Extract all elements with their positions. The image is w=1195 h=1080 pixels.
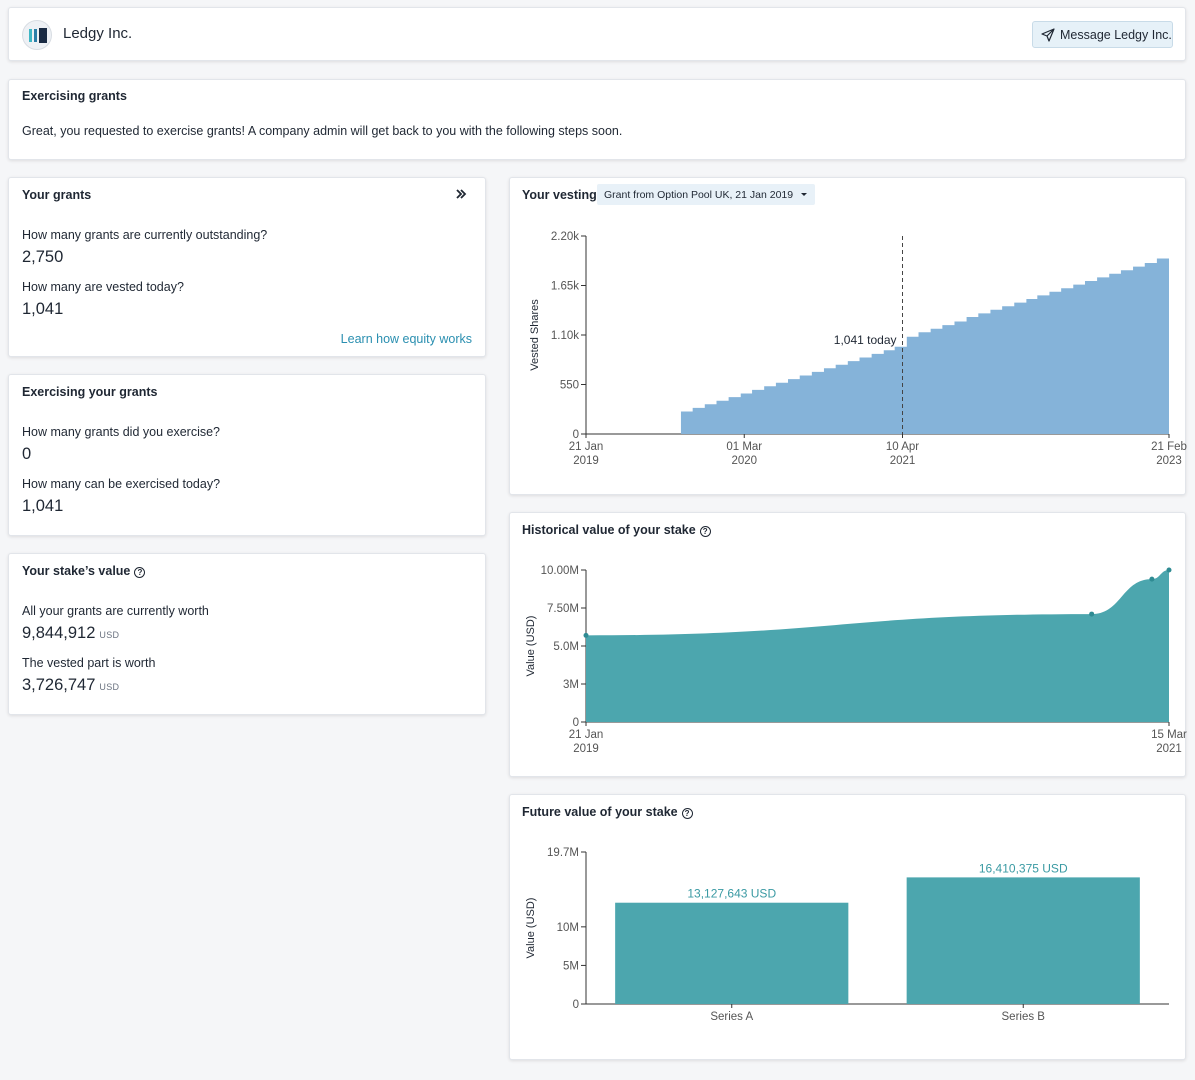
y-tick-label: 0 <box>573 999 579 1011</box>
message-button-label: Message Ledgy Inc. <box>1060 27 1172 42</box>
y-tick-label: 1.10k <box>551 330 579 342</box>
historical-chart: 10.00M 7.50M 5.0M 3M 0 Value (USD) 21 Jan 2019 1… <box>525 565 1187 755</box>
historical-title-text: Historical value of your stake <box>522 523 696 537</box>
vesting-area <box>680 254 1169 434</box>
stake-value-card: Your stake’s value? All your grants are … <box>8 553 486 715</box>
message-company-button[interactable]: Message Ledgy Inc. <box>1032 21 1173 48</box>
vested-worth-row: 3,726,747 USD <box>22 676 119 695</box>
double-chevron-right-icon[interactable] <box>455 187 467 201</box>
y-tick-label: 550 <box>560 380 579 392</box>
future-bar <box>906 877 1140 1004</box>
y-axis-label: Value (USD) <box>525 616 537 677</box>
caret-down-icon <box>801 193 808 196</box>
x-tick-label: 2023 <box>1156 455 1182 467</box>
y-axis-label: Vested Shares <box>529 299 541 371</box>
grant-select-value: Grant from Option Pool UK, 21 Jan 2019 <box>604 188 794 201</box>
x-tick-label: 21 Feb <box>1151 441 1187 453</box>
x-tick-label: 01 Mar <box>726 441 762 453</box>
stake-title-text: Your stake’s value <box>22 564 131 578</box>
exercisable-question: How many can be exercised today? <box>22 477 221 491</box>
bar-value-label: 16,410,375 USD <box>979 861 1068 875</box>
future-title: Future value of your stake? <box>522 805 693 819</box>
header-bar: Ledgy Inc. Message Ledgy Inc. <box>8 7 1186 61</box>
currency-label: USD <box>99 630 120 640</box>
help-icon[interactable]: ? <box>134 567 146 578</box>
y-tick-label: 10M <box>557 922 579 934</box>
bar-value-label: 13,127,643 USD <box>687 887 776 901</box>
x-tick-label: Series A <box>710 1011 753 1023</box>
x-tick-label: Series B <box>1002 1011 1046 1023</box>
historical-title: Historical value of your stake? <box>522 523 711 537</box>
y-tick-label: 5.0M <box>553 641 579 653</box>
stake-title: Your stake’s value? <box>22 564 146 578</box>
grant-select-dropdown[interactable]: Grant from Option Pool UK, 21 Jan 2019 <box>597 184 816 205</box>
x-tick-label: 21 Jan <box>569 441 604 453</box>
future-chart: 19.7M 10M 5M 0 Value (USD) 13,127,643 USD Seri… <box>525 847 1169 1023</box>
vesting-chart: 2.20k 1.65k 1.10k 550 0 Vested Shares 21 Jan 20… <box>529 231 1187 467</box>
exercisable-value: 1,041 <box>22 497 64 515</box>
grants-outstanding-question: How many grants are currently outstandin… <box>22 228 268 242</box>
x-tick-label: 2020 <box>731 455 757 467</box>
x-tick-label: 10 Apr <box>886 441 919 453</box>
historical-point <box>1089 611 1095 617</box>
historical-area <box>586 570 1169 722</box>
company-logo <box>22 20 52 50</box>
x-tick-label: 2021 <box>890 455 916 467</box>
y-tick-label: 5M <box>563 960 579 972</box>
future-chart-card: Future value of your stake? 19.7M 10M 5M 0 V… <box>509 794 1186 1060</box>
historical-chart-card: Historical value of your stake? 10.00M 7.… <box>509 512 1187 777</box>
today-marker-label: 1,041 today <box>834 333 897 347</box>
exercising-title: Exercising your grants <box>22 385 158 399</box>
exercised-value: 0 <box>22 445 32 463</box>
total-worth-row: 9,844,912 USD <box>22 624 119 643</box>
future-bar <box>615 902 849 1004</box>
vesting-title: Your vesting <box>522 188 597 202</box>
total-worth-value: 9,844,912 <box>22 624 96 642</box>
exercising-grants-card: Exercising your grants How many grants d… <box>8 374 486 536</box>
help-icon[interactable]: ? <box>699 526 711 537</box>
y-axis-label: Value (USD) <box>525 898 537 959</box>
y-tick-label: 2.20k <box>551 231 579 243</box>
historical-point <box>1166 567 1172 573</box>
y-tick-label: 7.50M <box>547 603 579 615</box>
y-tick-label: 10.00M <box>541 565 579 577</box>
currency-label: USD <box>99 682 120 692</box>
learn-equity-link[interactable]: Learn how equity works <box>340 332 472 346</box>
vested-worth-question: The vested part is worth <box>22 656 156 670</box>
y-tick-label: 19.7M <box>547 847 579 859</box>
company-name: Ledgy Inc. <box>63 25 133 42</box>
historical-point <box>583 632 589 638</box>
future-title-text: Future value of your stake <box>522 805 678 819</box>
help-icon[interactable]: ? <box>681 808 693 819</box>
x-tick-label: 2019 <box>573 455 599 467</box>
exercised-question: How many grants did you exercise? <box>22 425 221 439</box>
y-tick-label: 0 <box>573 429 579 441</box>
x-tick-label: 21 Jan <box>569 729 604 741</box>
x-tick-label: 2021 <box>1156 743 1182 755</box>
y-tick-label: 1.65k <box>551 281 579 293</box>
grants-vested-question: How many are vested today? <box>22 280 184 294</box>
x-tick-label: 15 Mar <box>1151 729 1187 741</box>
y-tick-label: 3M <box>563 679 579 691</box>
total-worth-question: All your grants are currently worth <box>22 604 209 618</box>
historical-point <box>1149 576 1155 582</box>
vested-worth-value: 3,726,747 <box>22 676 96 694</box>
notice-title: Exercising grants <box>22 89 127 103</box>
paper-plane-icon <box>1041 27 1055 42</box>
vesting-chart-card: Your vesting Grant from Option Pool UK, … <box>509 177 1187 495</box>
grants-vested-value: 1,041 <box>22 300 64 318</box>
notice-text: Great, you requested to exercise grants!… <box>22 124 623 138</box>
x-tick-label: 2019 <box>573 743 599 755</box>
grants-title: Your grants <box>22 188 92 202</box>
exercise-notice-card: Exercising grants Great, you requested t… <box>8 79 1186 160</box>
y-tick-label: 0 <box>573 717 579 729</box>
grants-outstanding-value: 2,750 <box>22 248 64 266</box>
your-grants-card: Your grants How many grants are currentl… <box>8 177 486 357</box>
